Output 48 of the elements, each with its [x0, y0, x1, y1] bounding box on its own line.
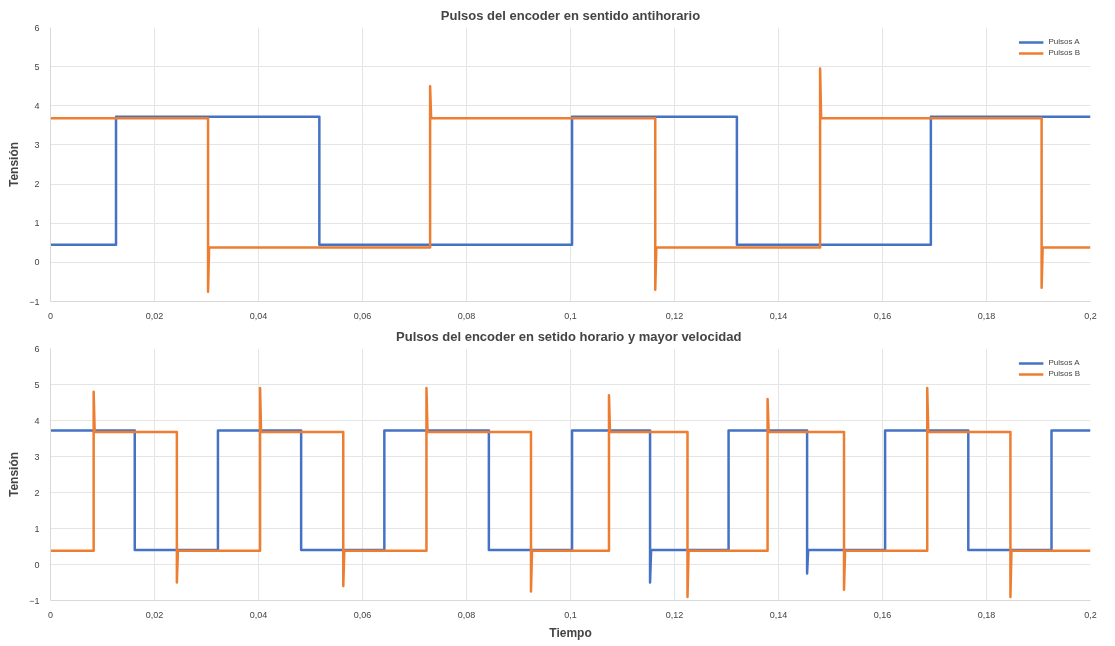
x-tick-label: 0,18: [977, 310, 996, 321]
y-tick-label: −1: [29, 296, 40, 307]
y-tick-label: 3: [34, 139, 40, 150]
x-tick-label: 0,12: [665, 609, 684, 620]
y-tick-label: 5: [34, 61, 40, 72]
x-tick-label: 0,02: [145, 310, 164, 321]
x-tick-label: 0: [48, 310, 54, 321]
x-tick-label: 0,16: [873, 609, 892, 620]
y-tick-label: 1: [34, 523, 40, 534]
y-tick-label: 2: [34, 179, 40, 190]
x-tick-label: 0,16: [873, 310, 892, 321]
y-tick-label: 6: [34, 22, 40, 33]
legend-label: Pulsos B: [1048, 48, 1080, 57]
chart-title: Pulsos del encoder en sentido antihorario: [440, 7, 701, 23]
x-tick-label: 0: [48, 609, 54, 620]
x-tick-label: 0,06: [353, 310, 372, 321]
x-tick-label: 0,08: [457, 609, 476, 620]
x-tick-label: 0,1: [564, 310, 577, 321]
x-tick-label: 0,04: [249, 609, 268, 620]
y-tick-label: 0: [34, 559, 40, 570]
x-tick-label: 0,12: [665, 310, 684, 321]
line-series: [50, 67, 1091, 293]
x-axis-title: Tiempo: [549, 625, 592, 640]
x-tick-label: 0,2: [1084, 609, 1097, 620]
chart-title: Pulsos del encoder en setido horario y mayor velocidad: [396, 328, 742, 344]
y-tick-label: 6: [34, 343, 40, 354]
x-tick-label: 0,2: [1084, 310, 1097, 321]
y-axis-title: Tensión: [7, 141, 22, 188]
y-tick-label: 1: [34, 218, 40, 229]
y-axis-title: Tensión: [7, 451, 22, 498]
x-tick-label: 0,08: [457, 310, 476, 321]
x-tick-label: 0,02: [145, 609, 164, 620]
y-tick-label: 0: [34, 257, 40, 268]
y-tick-label: 3: [34, 451, 40, 462]
x-tick-label: 0,14: [769, 310, 788, 321]
x-tick-label: 0,14: [769, 609, 788, 620]
x-tick-label: 0,1: [564, 609, 577, 620]
y-tick-label: 5: [34, 379, 40, 390]
x-tick-label: 0,04: [249, 310, 268, 321]
y-tick-label: 2: [34, 487, 40, 498]
y-tick-label: 4: [34, 415, 40, 426]
x-tick-label: 0,18: [977, 609, 996, 620]
y-tick-label: 4: [34, 100, 40, 111]
x-tick-label: 0,06: [353, 609, 372, 620]
y-tick-label: −1: [29, 595, 40, 606]
legend-label: Pulsos A: [1048, 37, 1080, 46]
legend-label: Pulsos A: [1048, 358, 1080, 367]
legend-label: Pulsos B: [1048, 369, 1080, 378]
